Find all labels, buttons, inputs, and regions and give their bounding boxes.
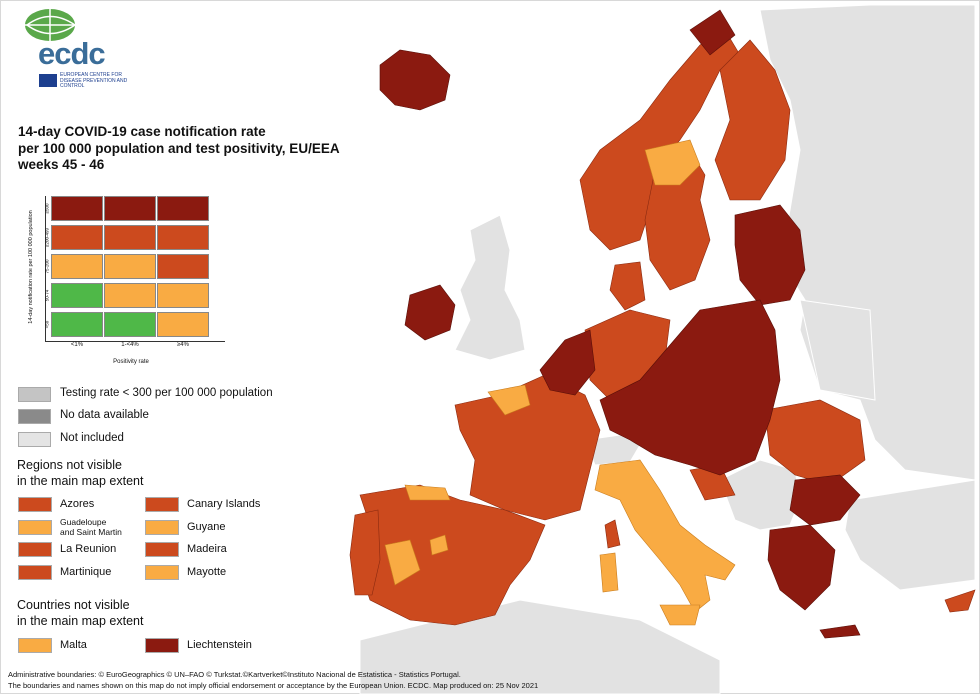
matrix-x-tick: 1-<4% [121,342,139,348]
legend-no-data-label: No data available [60,409,149,421]
legend-swatch [18,409,51,424]
footer-line-1: Administrative boundaries: © EuroGeograp… [8,670,461,679]
footer-line-2: The boundaries and names shown on this m… [8,680,539,690]
legend-swatch [145,564,179,580]
legend-testing-label: Testing rate < 300 per 100 000 populatio… [60,387,273,399]
region-label: Canary Islands [187,498,261,510]
countries-heading: Countries not visible in the main map ex… [17,597,143,629]
matrix-x-axis-line [45,341,225,342]
legend-not-included-label: Not included [60,432,124,444]
title-line-2: per 100 000 population and test positivi… [18,140,340,156]
ecdc-logo-subtitle: EUROPEAN CENTRE FOR DISEASE PREVENTION A… [60,72,128,89]
legend-swatch [18,497,52,512]
matrix-cell [51,312,103,337]
matrix-cell [157,196,209,221]
matrix-cell [51,196,103,221]
matrix-y-tick: ≥200-499 [44,228,50,247]
regions-heading-line-1: Regions not visible [17,458,122,472]
matrix-cell [157,254,209,279]
matrix-cell [157,225,209,250]
ecdc-wordmark: ecdc [38,36,106,71]
ecdc-logo: ecdc EUROPEAN CENTRE FOR DISEASE PREVENT… [20,6,127,89]
region-label: Azores [60,498,95,510]
matrix-cell [51,254,103,279]
region-high [349,29,976,626]
matrix-x-tick: <1% [70,342,84,348]
legend-swatch [145,542,179,557]
region-label: Martinique [60,565,112,578]
legend-swatch [145,519,179,535]
legend-swatch [145,638,179,653]
matrix-y-axis-title: 14-day notification rate per 100 000 pop… [28,210,34,324]
legend-swatch [18,432,51,447]
matrix-cell [51,225,103,250]
regions-heading: Regions not visible in the main map exte… [17,457,143,489]
matrix-cell [51,283,103,308]
countries-heading-line-2: in the main map extent [17,614,144,628]
matrix-cell [104,312,156,337]
legend-swatch [145,497,179,512]
countries-heading-line-1: Countries not visible [17,598,130,612]
matrix-cell [157,312,209,337]
region-label: Guadeloupe and Saint Martin [60,516,122,537]
eu-flag-icon [39,74,57,87]
region-label: Guyane [187,520,226,533]
matrix-cell [104,225,156,250]
legend-swatch [18,387,51,402]
region-very-high [379,9,861,639]
region-label: Madeira [187,543,227,555]
legend-swatch [18,638,52,653]
globe-icon [25,9,76,41]
region-medium [384,139,736,626]
legend-swatch [18,542,52,557]
region-label: Mayotte [187,565,227,578]
matrix-x-tick: ≥4% [177,342,189,348]
matrix-y-axis-line [45,196,46,342]
legend-matrix: 14-day notification rate per 100 000 pop… [16,192,225,372]
country-label: Liechtenstein [187,639,252,651]
matrix-x-axis-title: Positivity rate [113,359,149,365]
footer-attribution: Administrative boundaries: © EuroGeograp… [8,670,538,691]
region-label: La Reunion [60,543,117,555]
matrix-cell [157,283,209,308]
title-line-1: 14-day COVID-19 case notification rate [18,124,266,139]
matrix-y-tick: <50 [44,320,50,329]
matrix-cell [104,254,156,279]
regions-heading-line-2: in the main map extent [17,474,144,488]
matrix-cell [104,283,156,308]
legend-swatch [18,564,52,580]
matrix-y-tick: 50-74 [44,289,50,302]
matrix-cell [104,196,156,221]
matrix-y-tick: ≥500 [44,203,50,214]
matrix-y-tick: 75-200 [44,259,50,274]
title-line-3: weeks 45 - 46 [18,157,105,172]
country-label: Malta [60,639,87,651]
legend-swatch [18,519,52,535]
map-title: 14-day COVID-19 case notification rate p… [18,124,340,174]
